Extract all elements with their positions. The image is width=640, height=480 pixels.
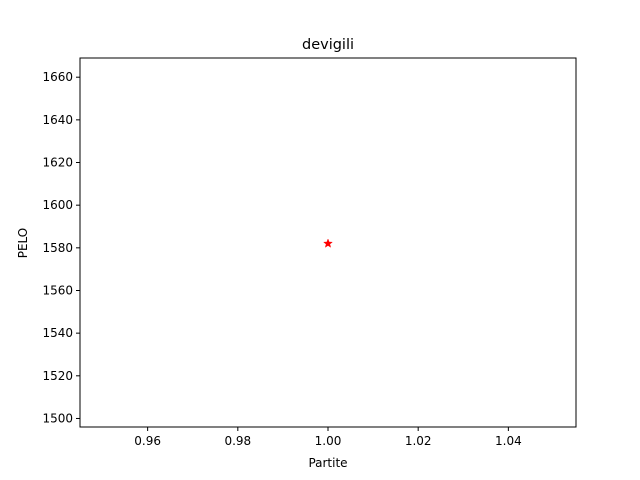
x-axis: 0.96 0.98 1.00 1.02 1.04: [134, 427, 522, 448]
y-tick-label: 1500: [42, 411, 73, 425]
y-tick-label: 1540: [42, 326, 73, 340]
x-tick-label: 0.96: [134, 434, 161, 448]
y-axis: 1500 1520 1540 1560 1580 1600 1620 1640 1660: [42, 70, 80, 425]
y-tick-label: 1560: [42, 283, 73, 297]
y-tick-label: 1580: [42, 241, 73, 255]
x-tick-label: 1.04: [495, 434, 522, 448]
y-tick-label: 1520: [42, 369, 73, 383]
x-tick-label: 1.00: [315, 434, 342, 448]
y-tick-label: 1640: [42, 113, 73, 127]
x-tick-label: 0.98: [224, 434, 251, 448]
y-tick-label: 1660: [42, 70, 73, 84]
x-axis-label: Partite: [308, 456, 347, 470]
chart-title: devigili: [302, 37, 354, 53]
data-points: [323, 238, 333, 248]
y-axis-label: PELO: [16, 228, 30, 259]
y-tick-label: 1620: [42, 156, 73, 170]
y-tick-label: 1600: [42, 198, 73, 212]
x-tick-label: 1.02: [405, 434, 432, 448]
data-point-star: [323, 238, 333, 248]
